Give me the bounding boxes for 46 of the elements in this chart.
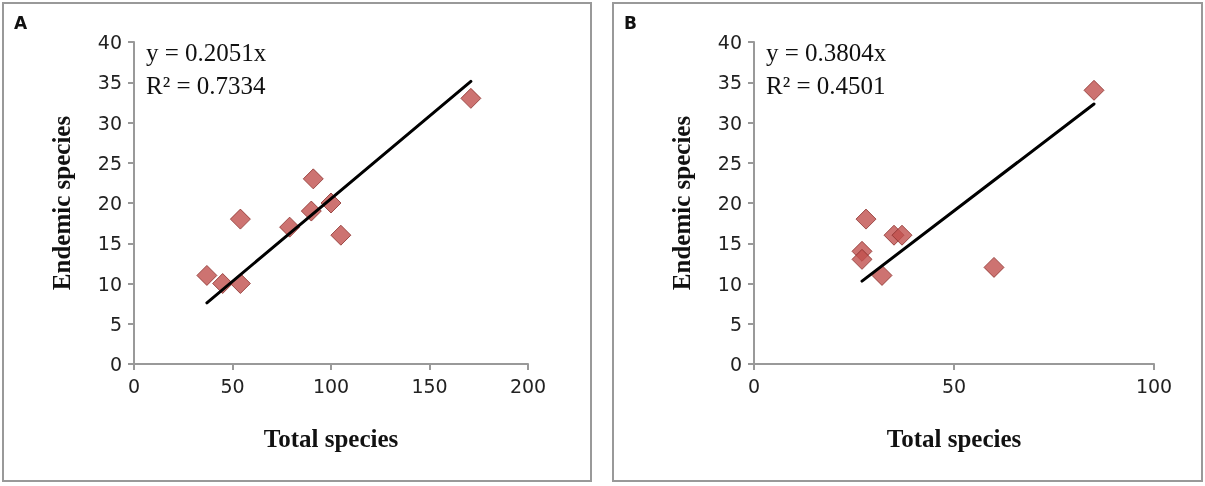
- x-tick-label: 150: [411, 374, 448, 397]
- x-tick-label: 0: [127, 374, 141, 397]
- point: [851, 248, 873, 270]
- annotation: R² = 0.4501: [766, 72, 886, 99]
- y-tick-label: 40: [97, 31, 122, 53]
- y-tick-label: 15: [717, 232, 742, 255]
- y-axis-title: Endemic species: [668, 115, 695, 291]
- point: [330, 224, 352, 246]
- x-tick-label: 200: [509, 374, 547, 397]
- x-tick-label: 0: [747, 374, 761, 397]
- x-axis-title: Total species: [263, 425, 399, 452]
- y-tick-label: 10: [717, 272, 742, 295]
- y-tick-label: 10: [97, 272, 122, 295]
- x-tick-label: 50: [220, 374, 245, 397]
- y-tick-label: 30: [717, 111, 742, 134]
- point: [1083, 79, 1105, 101]
- y-tick-label: 20: [97, 192, 122, 214]
- y-tick-label: 25: [97, 151, 122, 174]
- point: [855, 208, 877, 230]
- annotation: y = 0.2051x: [146, 39, 267, 66]
- point: [891, 224, 913, 246]
- y-tick-label: 35: [717, 71, 742, 94]
- point: [302, 168, 324, 190]
- y-tick-label: 40: [717, 31, 742, 53]
- point: [460, 87, 482, 109]
- y-tick-label: 0: [109, 353, 122, 375]
- chart-title: A: [14, 12, 28, 33]
- y-tick-label: 25: [717, 151, 742, 174]
- y-tick-label: 5: [729, 312, 742, 335]
- y-tick-label: 5: [109, 312, 122, 335]
- y-tick-label: 15: [97, 232, 122, 255]
- chart-title: B: [624, 12, 637, 33]
- y-axis-title: Endemic species: [48, 115, 75, 291]
- point: [229, 208, 251, 230]
- y-tick-label: 30: [97, 111, 122, 134]
- x-tick-label: 100: [1135, 374, 1173, 397]
- x-axis-title: Total species: [886, 425, 1022, 452]
- y-tick-label: 35: [97, 71, 122, 94]
- y-tick-label: 0: [729, 353, 742, 375]
- annotation: y = 0.3804x: [766, 39, 887, 66]
- point: [983, 256, 1005, 278]
- x-tick-label: 50: [941, 374, 967, 397]
- y-tick-label: 20: [717, 192, 742, 214]
- point: [196, 264, 218, 286]
- annotation: R² = 0.7334: [146, 72, 267, 99]
- x-tick-label: 100: [312, 374, 350, 397]
